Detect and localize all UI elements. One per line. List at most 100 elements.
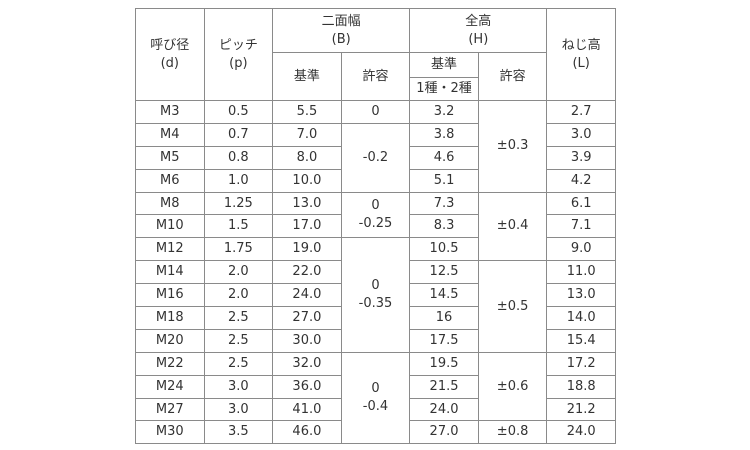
table-row: M10 1.5 17.0 8.3 7.1 <box>135 214 616 239</box>
header-sub: (p) <box>229 55 248 71</box>
cell-pitch: 3.0 <box>203 374 274 399</box>
cell-nominal: M8 <box>135 191 205 216</box>
cell-h-standard: 10.5 <box>409 237 479 262</box>
cell-pitch: 2.0 <box>203 260 274 285</box>
header-label: 全高 <box>465 13 492 29</box>
cell-h-standard: 14.5 <box>409 283 479 308</box>
table-row: M8 1.25 13.0 0 -0.25 7.3 ±0.4 6.1 <box>135 191 616 262</box>
cell-thread-height: 4.2 <box>546 168 616 193</box>
cell-h-standard: 19.5 <box>409 351 479 376</box>
cell-h-tolerance: ±0.8 <box>477 420 548 445</box>
cell-pitch: 0.5 <box>203 100 274 124</box>
cell-thread-height: 6.1 <box>546 191 616 216</box>
cell-thread-height: 7.1 <box>546 214 616 239</box>
table-row: M18 2.5 27.0 16 14.0 <box>135 306 616 330</box>
cell-b-tolerance: 0 -0.4 <box>340 351 411 445</box>
cell-thread-height: 21.2 <box>546 397 616 422</box>
cell-pitch: 0.8 <box>203 145 274 170</box>
cell-b-standard: 19.0 <box>272 237 342 262</box>
header-nominal: 呼び径 (d) <box>135 8 205 101</box>
cell-nominal: M14 <box>135 260 205 285</box>
cell-nominal: M18 <box>135 306 205 330</box>
header-b-standard: 基準 <box>272 52 342 101</box>
cell-h-tolerance: ±0.6 <box>477 351 548 422</box>
cell-h-standard: 16 <box>409 306 479 330</box>
cell-b-tolerance: 0 -0.25 <box>340 191 411 239</box>
cell-b-standard: 36.0 <box>272 374 342 399</box>
cell-h-tolerance: ±0.4 <box>477 191 548 262</box>
header-sub: (H) <box>468 31 489 47</box>
tolerance-lower: -0.35 <box>358 296 393 312</box>
cell-b-standard: 10.0 <box>272 168 342 193</box>
cell-b-standard: 17.0 <box>272 214 342 239</box>
header-label: ねじ高 <box>561 37 601 53</box>
cell-nominal: M4 <box>135 122 205 147</box>
cell-nominal: M6 <box>135 168 205 193</box>
cell-h-standard: 27.0 <box>409 420 479 445</box>
cell-h-standard: 8.3 <box>409 214 479 239</box>
cell-thread-height: 2.7 <box>546 100 616 124</box>
cell-thread-height: 24.0 <box>546 420 616 445</box>
cell-b-standard: 46.0 <box>272 420 342 445</box>
cell-b-tolerance: 0 <box>340 100 411 124</box>
header-sub: (d) <box>160 55 179 71</box>
cell-thread-height: 13.0 <box>546 283 616 308</box>
cell-nominal: M16 <box>135 283 205 308</box>
header-b-tolerance: 許容 <box>340 52 411 101</box>
tolerance-lower: -0.4 <box>362 399 389 415</box>
cell-pitch: 2.5 <box>203 328 274 353</box>
nut-dimension-table: 呼び径 (d) ピッチ (p) 二面幅 (B) 全高 (H) ねじ高 (L) 基準 許容 … <box>135 8 616 445</box>
header-sub: (L) <box>572 55 590 71</box>
header-h-standard-sub: 1種・2種 <box>409 77 479 101</box>
cell-pitch: 1.0 <box>203 168 274 193</box>
cell-nominal: M30 <box>135 420 205 445</box>
table-row: M6 1.0 10.0 5.1 4.2 <box>135 168 616 193</box>
header-h-standard: 基準 <box>409 52 479 78</box>
table-row: M27 3.0 41.0 24.0 21.2 <box>135 397 616 422</box>
header-h-tolerance: 許容 <box>477 52 548 101</box>
cell-b-standard: 5.5 <box>272 100 342 124</box>
table-row: M30 3.5 46.0 27.0 ±0.8 24.0 <box>135 420 616 445</box>
cell-h-tolerance: ±0.3 <box>477 100 548 193</box>
cell-pitch: 2.5 <box>203 306 274 330</box>
cell-b-standard: 30.0 <box>272 328 342 353</box>
cell-b-tolerance: 0 -0.35 <box>340 237 411 353</box>
cell-thread-height: 3.0 <box>546 122 616 147</box>
cell-h-standard: 21.5 <box>409 374 479 399</box>
cell-nominal: M20 <box>135 328 205 353</box>
cell-b-standard: 32.0 <box>272 351 342 376</box>
cell-h-standard: 24.0 <box>409 397 479 422</box>
cell-pitch: 1.5 <box>203 214 274 239</box>
tolerance-lower: -0.25 <box>358 215 393 231</box>
cell-b-standard: 22.0 <box>272 260 342 285</box>
cell-thread-height: 15.4 <box>546 328 616 353</box>
header-label: 二面幅 <box>321 13 361 29</box>
cell-nominal: M5 <box>135 145 205 170</box>
cell-h-standard: 12.5 <box>409 260 479 285</box>
tolerance-upper: 0 <box>371 278 380 294</box>
cell-h-standard: 5.1 <box>409 168 479 193</box>
header-pitch: ピッチ (p) <box>203 8 274 101</box>
table-row: M3 0.5 5.5 0 3.2 ±0.3 2.7 <box>135 100 616 193</box>
cell-pitch: 3.5 <box>203 420 274 445</box>
header-label: ピッチ <box>218 37 258 53</box>
cell-b-standard: 27.0 <box>272 306 342 330</box>
table-row: M4 0.7 7.0 -0.2 3.8 3.0 <box>135 122 616 193</box>
table-row: M12 1.75 19.0 0 -0.35 10.5 9.0 <box>135 237 616 353</box>
cell-nominal: M10 <box>135 214 205 239</box>
cell-thread-height: 3.9 <box>546 145 616 170</box>
cell-pitch: 1.25 <box>203 191 274 216</box>
cell-thread-height: 14.0 <box>546 306 616 330</box>
cell-pitch: 1.75 <box>203 237 274 262</box>
cell-thread-height: 11.0 <box>546 260 616 285</box>
cell-b-standard: 41.0 <box>272 397 342 422</box>
tolerance-upper: 0 <box>371 103 380 119</box>
cell-h-standard: 17.5 <box>409 328 479 353</box>
header-label: 呼び径 <box>150 37 190 53</box>
cell-b-standard: 24.0 <box>272 283 342 308</box>
header-sub: (B) <box>331 31 351 47</box>
header-width-across-flats: 二面幅 (B) <box>272 8 411 53</box>
cell-pitch: 0.7 <box>203 122 274 147</box>
table-row: M5 0.8 8.0 4.6 3.9 <box>135 145 616 170</box>
cell-b-standard: 8.0 <box>272 145 342 170</box>
